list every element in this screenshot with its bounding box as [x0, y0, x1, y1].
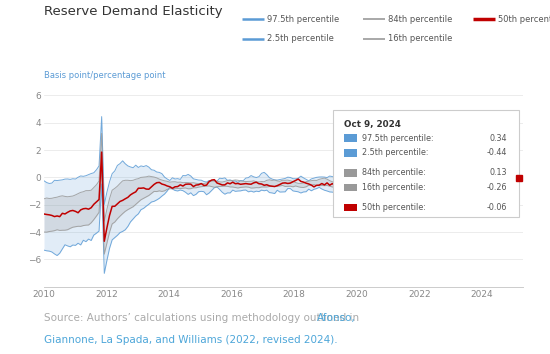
Text: -0.44: -0.44: [487, 148, 507, 158]
Text: Giannone, La Spada, and Williams (2022, revised 2024).: Giannone, La Spada, and Williams (2022, …: [44, 335, 338, 344]
Text: 16th percentile:: 16th percentile:: [362, 183, 426, 192]
Text: -0.06: -0.06: [487, 203, 507, 212]
Bar: [344, 204, 358, 211]
Text: Source: Authors’ calculations using methodology outlined in: Source: Authors’ calculations using meth…: [44, 313, 362, 323]
Text: 84th percentile:: 84th percentile:: [362, 168, 426, 177]
Text: 50th percentile:: 50th percentile:: [362, 203, 426, 212]
Text: Basis point/percentage point: Basis point/percentage point: [44, 71, 166, 80]
FancyBboxPatch shape: [333, 110, 519, 217]
Text: Reserve Demand Elasticity: Reserve Demand Elasticity: [44, 5, 223, 18]
Text: 0.13: 0.13: [490, 168, 507, 177]
Text: -0.26: -0.26: [487, 183, 507, 192]
Text: Oct 9, 2024: Oct 9, 2024: [344, 120, 401, 129]
Text: 2.5th percentile: 2.5th percentile: [267, 34, 334, 44]
Text: 16th percentile: 16th percentile: [388, 34, 452, 44]
Text: 97.5th percentile:: 97.5th percentile:: [362, 133, 434, 143]
Text: 84th percentile: 84th percentile: [388, 15, 452, 24]
Text: 2.5th percentile:: 2.5th percentile:: [362, 148, 428, 158]
Text: 97.5th percentile: 97.5th percentile: [267, 15, 339, 24]
Bar: [344, 149, 358, 157]
Text: 0.34: 0.34: [490, 133, 507, 143]
Bar: [344, 134, 358, 142]
Text: 50th percentile: 50th percentile: [498, 15, 550, 24]
Text: Afonso,: Afonso,: [317, 313, 355, 323]
Bar: [344, 184, 358, 192]
Bar: [344, 169, 358, 177]
